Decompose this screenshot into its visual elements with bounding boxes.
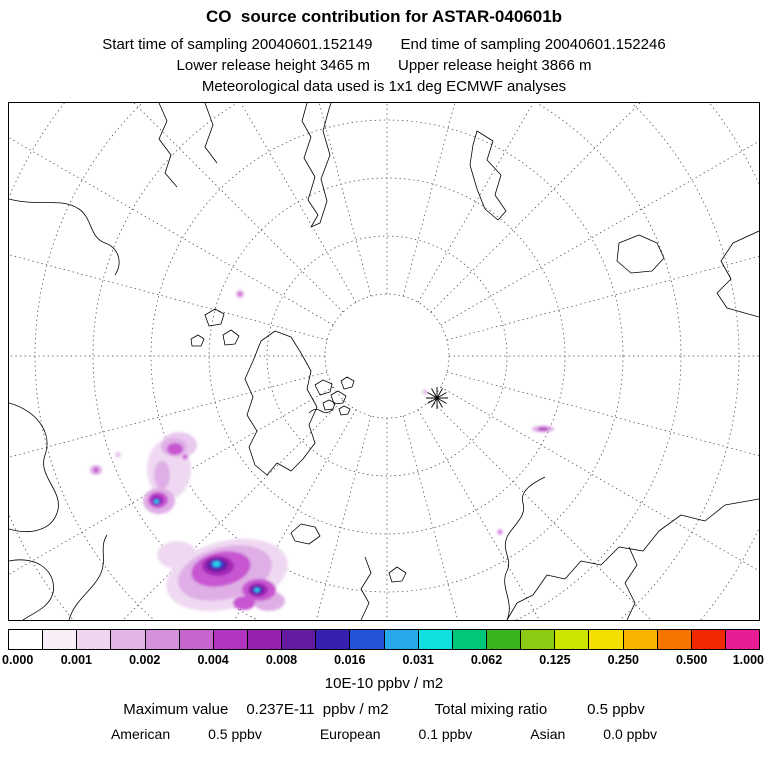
region-name: Asian bbox=[530, 726, 566, 742]
lower-release-text: Lower release height 3465 m bbox=[176, 57, 370, 74]
region-name: European bbox=[319, 726, 381, 742]
colorbar-tick-label: 0.125 bbox=[539, 653, 571, 667]
colorbar-cell bbox=[145, 630, 180, 649]
total-mixing-ratio: Total mixing ratio 0.5 ppbv bbox=[435, 701, 645, 718]
region-name: American bbox=[110, 726, 171, 742]
plot-header: CO source contribution for ASTAR-040601b… bbox=[0, 0, 768, 95]
plot-title: CO source contribution for ASTAR-040601b bbox=[205, 7, 563, 26]
maximum-value-label: Maximum value bbox=[123, 701, 229, 718]
colorbar-cell bbox=[589, 630, 624, 649]
colorbar-cell bbox=[486, 630, 522, 649]
colorbar-cell bbox=[247, 630, 283, 649]
colorbar-tick-label: 0.000 bbox=[2, 653, 34, 667]
colorbar-cell bbox=[179, 630, 214, 649]
colorbar-cell bbox=[555, 630, 590, 649]
total-mixing-ratio-value: 0.5 ppbv bbox=[587, 701, 645, 718]
total-mixing-ratio-label: Total mixing ratio bbox=[434, 701, 548, 718]
graticule bbox=[9, 103, 759, 620]
region-value: 0.0 ppbv bbox=[603, 726, 658, 742]
sampling-start-text: Start time of sampling 20040601.152149 bbox=[102, 36, 373, 53]
colorbar-cell bbox=[657, 630, 692, 649]
colorbar-cell bbox=[384, 630, 419, 649]
release-point-marker bbox=[426, 387, 448, 409]
maximum-value: Maximum value 0.237E-11 ppbv / m2 bbox=[123, 701, 388, 718]
colorbar-tick-label: 0.031 bbox=[402, 653, 434, 667]
flexpart-plot-page: CO source contribution for ASTAR-040601b… bbox=[0, 0, 768, 742]
colorbar-cell bbox=[691, 630, 726, 649]
colorbar-tick-label: 0.250 bbox=[607, 653, 639, 667]
colorbar-tick-label: 0.002 bbox=[129, 653, 161, 667]
coastlines bbox=[9, 103, 759, 620]
colorbar bbox=[8, 629, 760, 650]
colorbar-labels: 0.000 0.001 0.002 0.004 0.008 0.016 0.031 0.062… bbox=[2, 653, 764, 669]
colorbar-cell bbox=[623, 630, 658, 649]
maximum-value-text: 0.237E-11 ppbv / m2 bbox=[246, 701, 389, 718]
upper-release-text: Upper release height 3866 m bbox=[398, 57, 592, 74]
colorbar-tick-label: 0.008 bbox=[265, 653, 298, 667]
colorbar-cell bbox=[213, 630, 248, 649]
colorbar-cell bbox=[77, 630, 112, 649]
colorbar-tick-label: 0.001 bbox=[60, 653, 92, 667]
colorbar-cell bbox=[725, 630, 760, 649]
colorbar-tick-label: 0.062 bbox=[470, 653, 503, 667]
map-svg bbox=[9, 103, 759, 620]
met-data-text: Meteorological data used is 1x1 deg ECMW… bbox=[201, 78, 567, 95]
colorbar-tick-label: 0.016 bbox=[334, 653, 366, 667]
colorbar-tick-label: 0.500 bbox=[675, 653, 708, 667]
region-value: 0.1 ppbv bbox=[418, 726, 473, 742]
colorbar-cell bbox=[111, 630, 146, 649]
plume-contours bbox=[90, 290, 554, 612]
colorbar-cell bbox=[452, 630, 487, 649]
colorbar-cell bbox=[316, 630, 351, 649]
region-value: 0.5 ppbv bbox=[208, 726, 262, 742]
sampling-end-text: End time of sampling 20040601.152246 bbox=[400, 36, 666, 53]
region-american: American 0.5 ppbv bbox=[111, 726, 262, 742]
colorbar-cell bbox=[521, 630, 556, 649]
colorbar-cell bbox=[43, 630, 78, 649]
colorbar-cell bbox=[282, 630, 317, 649]
summary-line: Maximum value 0.237E-11 ppbv / m2 Total … bbox=[0, 701, 768, 718]
colorbar-tick-label: 0.004 bbox=[197, 653, 229, 667]
met-data-line: Meteorological data used is 1x1 deg ECMW… bbox=[0, 78, 768, 95]
sampling-times-line: Start time of sampling 20040601.152149 E… bbox=[0, 36, 768, 53]
release-heights-line: Lower release height 3465 m Upper releas… bbox=[0, 57, 768, 74]
regional-contributions: American 0.5 ppbv European 0.1 ppbv Asia… bbox=[0, 726, 768, 742]
colorbar-tick-label: 1.000 bbox=[732, 653, 764, 667]
colorbar-cell bbox=[9, 630, 44, 649]
colorbar-cell bbox=[350, 630, 385, 649]
map-plot bbox=[8, 102, 760, 621]
region-asian: Asian 0.0 ppbv bbox=[530, 726, 657, 742]
colorbar-section: 0.000 0.001 0.002 0.004 0.008 0.016 0.031 0.062… bbox=[2, 629, 764, 669]
colorbar-cell bbox=[418, 630, 453, 649]
region-european: European 0.1 ppbv bbox=[320, 726, 472, 742]
colorbar-units-label: 10E-10 ppbv / m2 bbox=[324, 675, 444, 692]
